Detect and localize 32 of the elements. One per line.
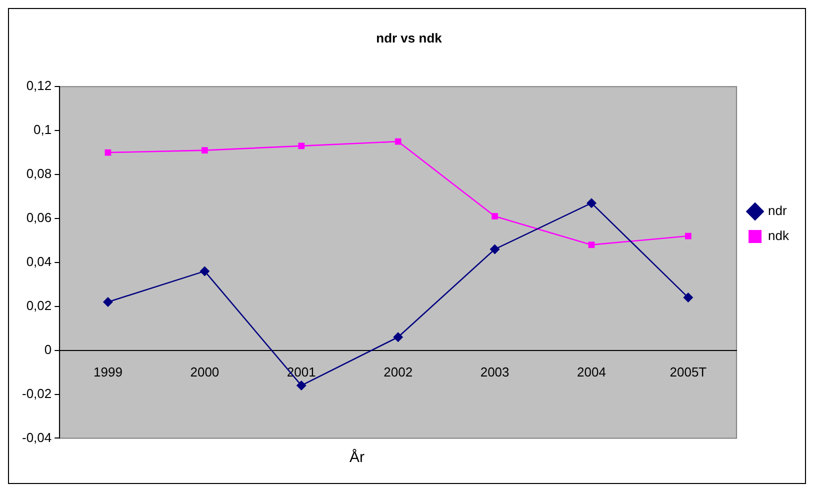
y-tick-label: -0,04 bbox=[22, 430, 52, 445]
x-tick-label: 2005T bbox=[670, 364, 707, 380]
point bbox=[683, 292, 694, 303]
point bbox=[202, 147, 208, 154]
x-axis-title: År bbox=[348, 449, 366, 466]
x-tick-label: 2000 bbox=[190, 364, 220, 380]
x-tick-label: 2004 bbox=[577, 364, 606, 380]
y-tick-label: 0,06 bbox=[26, 210, 52, 226]
x-tick-label: 2002 bbox=[384, 364, 413, 380]
legend-label: ndr bbox=[768, 203, 788, 218]
point bbox=[490, 244, 500, 254]
y-tick-label: 0,1 bbox=[34, 122, 52, 138]
x-tick-label: 1999 bbox=[94, 364, 122, 380]
y-tick-label: -0,02 bbox=[22, 386, 52, 401]
y-tick-label: 0,02 bbox=[26, 298, 52, 313]
point bbox=[685, 232, 692, 240]
legend-label: ndk bbox=[768, 228, 790, 244]
point bbox=[492, 213, 498, 220]
chart-title: ndr vs ndk bbox=[376, 30, 443, 46]
point bbox=[298, 142, 305, 150]
point bbox=[296, 380, 306, 390]
x-tick-label: 2003 bbox=[480, 364, 510, 380]
point bbox=[393, 332, 404, 342]
y-tick-label: 0,04 bbox=[26, 254, 52, 269]
point bbox=[102, 296, 113, 307]
y-tick-label: 0 bbox=[44, 342, 52, 357]
point bbox=[586, 198, 596, 208]
point bbox=[200, 266, 210, 276]
point bbox=[588, 242, 595, 248]
y-tick-label: 0,08 bbox=[26, 166, 52, 182]
y-tick-label: 0,12 bbox=[26, 78, 52, 94]
point bbox=[394, 138, 402, 145]
